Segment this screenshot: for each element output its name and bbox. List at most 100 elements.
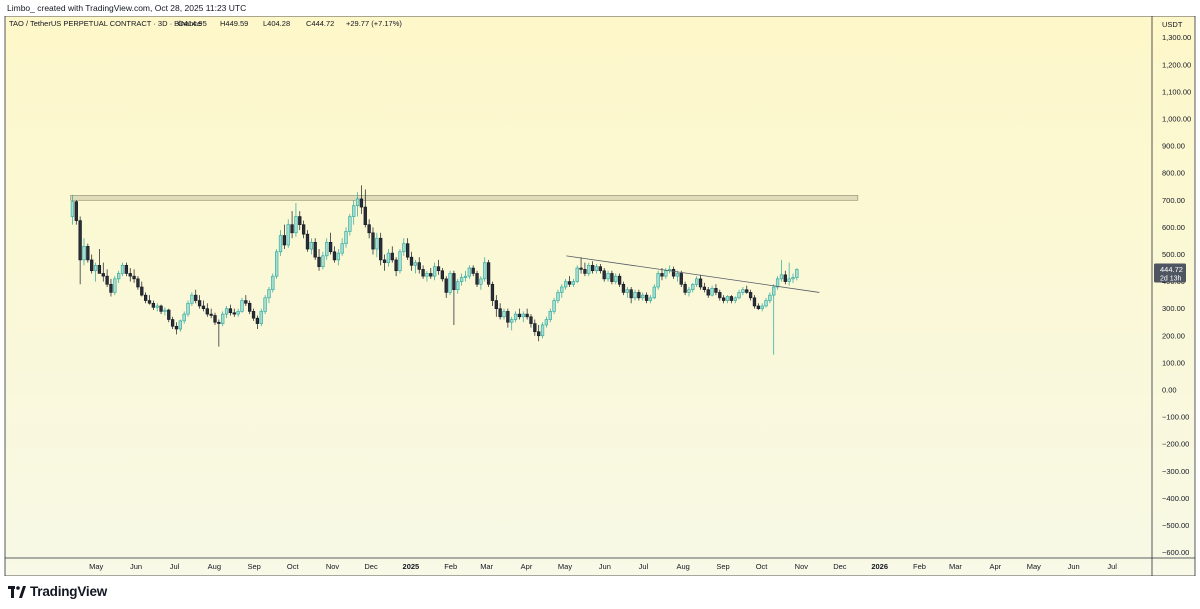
candle[interactable] — [275, 249, 279, 279]
candle[interactable] — [625, 287, 629, 298]
candle[interactable] — [294, 202, 298, 237]
candle[interactable] — [352, 200, 356, 225]
candle[interactable] — [136, 276, 140, 290]
candle[interactable] — [483, 257, 487, 282]
resistance-zone[interactable] — [70, 195, 859, 201]
candle[interactable] — [117, 270, 121, 283]
candle[interactable] — [486, 259, 491, 287]
candle[interactable] — [290, 211, 294, 239]
candle[interactable] — [745, 285, 749, 294]
candle[interactable] — [490, 281, 495, 306]
candle[interactable] — [575, 265, 579, 283]
candle[interactable] — [440, 268, 444, 282]
candle[interactable] — [367, 219, 371, 239]
candle[interactable] — [683, 281, 687, 296]
candle[interactable] — [459, 273, 464, 286]
candle[interactable] — [544, 316, 549, 328]
candle[interactable] — [564, 278, 568, 290]
candle[interactable] — [795, 268, 799, 281]
candle[interactable] — [737, 289, 741, 300]
candle[interactable] — [513, 311, 518, 323]
candle[interactable] — [313, 238, 317, 260]
candle[interactable] — [359, 185, 364, 214]
candle[interactable] — [537, 324, 541, 342]
candle[interactable] — [748, 289, 753, 301]
candle[interactable] — [448, 270, 452, 296]
candle[interactable] — [317, 249, 321, 271]
candle[interactable] — [240, 297, 244, 313]
candle[interactable] — [648, 295, 653, 304]
candle[interactable] — [244, 295, 248, 306]
candle[interactable] — [228, 304, 233, 316]
candle[interactable] — [325, 238, 329, 260]
candle[interactable] — [783, 270, 787, 285]
candle[interactable] — [109, 278, 113, 297]
candle[interactable] — [436, 259, 441, 275]
candle[interactable] — [772, 284, 776, 355]
candle[interactable] — [621, 281, 626, 296]
candle[interactable] — [787, 262, 791, 286]
candle[interactable] — [394, 257, 398, 277]
candle[interactable] — [533, 319, 537, 336]
candle[interactable] — [82, 238, 86, 266]
candle[interactable] — [714, 284, 718, 296]
candle[interactable] — [652, 284, 656, 300]
candle[interactable] — [224, 305, 229, 319]
candle[interactable] — [644, 292, 649, 304]
candle[interactable] — [286, 219, 290, 248]
candle[interactable] — [255, 315, 260, 330]
candle[interactable] — [182, 311, 186, 324]
candle[interactable] — [386, 249, 391, 267]
candle[interactable] — [540, 322, 545, 339]
candle[interactable] — [355, 192, 360, 217]
candle[interactable] — [120, 262, 125, 277]
candle[interactable] — [140, 281, 144, 297]
candle[interactable] — [163, 307, 167, 316]
candle[interactable] — [791, 273, 795, 283]
candle[interactable] — [328, 232, 333, 255]
candle[interactable] — [721, 295, 726, 304]
descending-trendline[interactable] — [566, 255, 820, 293]
candle[interactable] — [475, 270, 479, 287]
candle[interactable] — [213, 312, 217, 325]
candle[interactable] — [267, 287, 271, 304]
candle[interactable] — [525, 308, 529, 320]
candle[interactable] — [718, 289, 722, 301]
candle[interactable] — [479, 276, 483, 290]
candle[interactable] — [86, 243, 90, 263]
candle[interactable] — [602, 268, 606, 282]
candle[interactable] — [710, 285, 714, 297]
candle[interactable] — [432, 262, 437, 281]
candle[interactable] — [633, 289, 637, 301]
candle[interactable] — [521, 311, 525, 323]
candle[interactable] — [733, 296, 737, 304]
candle[interactable] — [251, 308, 256, 321]
candle[interactable] — [90, 254, 94, 274]
candle[interactable] — [456, 278, 460, 294]
candle[interactable] — [467, 265, 471, 279]
candle[interactable] — [402, 238, 406, 256]
candle[interactable] — [598, 263, 602, 274]
candle[interactable] — [363, 189, 367, 228]
candle[interactable] — [340, 238, 344, 256]
candle[interactable] — [502, 308, 506, 320]
candle[interactable] — [197, 295, 202, 309]
candle[interactable] — [656, 270, 660, 290]
candle[interactable] — [186, 300, 190, 317]
candle[interactable] — [305, 230, 310, 252]
candle[interactable] — [556, 289, 560, 304]
candle[interactable] — [671, 266, 676, 279]
candle[interactable] — [567, 276, 572, 287]
candle[interactable] — [105, 269, 109, 287]
candle[interactable] — [201, 300, 206, 312]
candle[interactable] — [209, 308, 213, 319]
candle[interactable] — [698, 274, 703, 290]
candle[interactable] — [617, 273, 622, 287]
candle[interactable] — [97, 249, 102, 274]
candle[interactable] — [143, 292, 148, 304]
candle[interactable] — [706, 287, 710, 298]
candle[interactable] — [74, 200, 78, 225]
candle[interactable] — [170, 316, 175, 330]
candle[interactable] — [444, 276, 448, 298]
candle[interactable] — [382, 254, 387, 271]
